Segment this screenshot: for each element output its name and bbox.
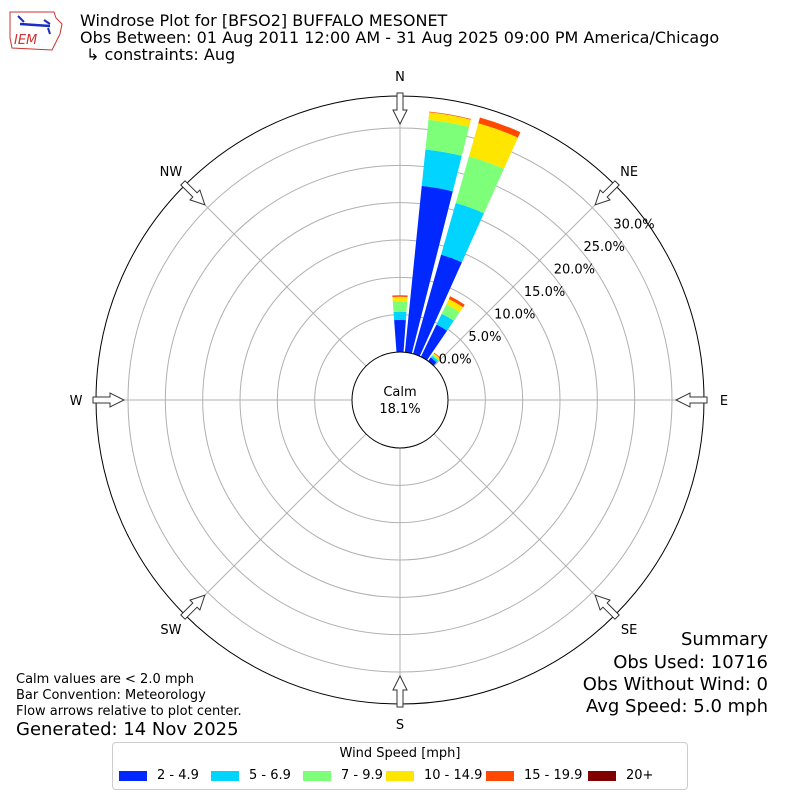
radial-tick-label: 30.0% [613,218,654,233]
legend-label: 15 - 19.9 [524,768,583,783]
flow-arrow-icon [180,594,206,620]
legend-item: 7 - 9.9 [303,768,383,783]
summary-title: Summary [681,629,768,650]
compass-label: NE [620,165,638,180]
grid-spoke [433,184,616,367]
legend: Wind Speed [mph] 2 - 4.9 5 - 6.9 7 - 9.9 10… [112,742,688,790]
labels: 0.0% 5.0% 10.0% 15.0% 20.0% 25.0% 30.0% N NE E SE S… [70,70,729,733]
summary-obs-without-wind: Obs Without Wind: 0 [582,674,768,695]
summary-avg-speed: Avg Speed: 5.0 mph [586,696,768,717]
bar-segment [478,117,521,138]
generated-date: Generated: 14 Nov 2025 [16,719,239,740]
radial-tick-label: 5.0% [468,330,501,345]
compass-label: W [70,394,83,409]
flow-arrow-icon [392,674,408,708]
compass-label: S [396,718,404,733]
compass-arrows [92,92,708,708]
compass-label: E [720,394,728,409]
bar-segment [436,313,454,331]
plot-constraints: ↳ constraints: Aug [86,45,236,64]
legend-label: 7 - 9.9 [341,768,383,783]
plot-title: Windrose Plot for [BFSO2] BUFFALO MESONE… [80,11,448,30]
radial-tick-label: 20.0% [554,263,595,278]
bar-segment [392,301,408,312]
bar-segment [392,295,408,298]
calm-value: 18.1% [379,402,420,417]
calm-label: Calm [383,385,416,400]
bar-segment [428,357,437,366]
legend-label: 20+ [626,768,654,783]
flow-arrow-icon [594,180,620,206]
bar-segment [441,304,460,321]
bar-segment [441,202,484,263]
bar-segment [393,311,407,321]
legend-swatch [386,770,414,781]
radial-tick-label: 0.0% [439,352,472,367]
compass-label: SE [621,623,637,638]
bar-segment [394,319,406,353]
plot-period: Obs Between: 01 Aug 2011 12:00 AM - 31 A… [80,28,720,47]
compass-label: SW [160,623,181,638]
legend-label: 5 - 6.9 [249,768,291,783]
bar-segment [392,296,408,302]
legend-item: 20+ [588,768,653,783]
bar-segment [468,123,518,169]
legend-item: 15 - 19.9 [486,768,582,783]
flow-arrows-note: Flow arrows relative to plot center. [16,704,242,719]
legend-item: 10 - 14.9 [386,768,482,783]
iem-logo: IEM [9,11,63,51]
legend-title: Wind Speed [mph] [339,746,461,761]
bar-segment [430,355,439,363]
bar-segment [446,298,464,313]
grid-spoke [184,433,367,616]
calm-circle [351,351,449,449]
radial-tick-label: 25.0% [584,240,625,255]
legend-swatch [303,770,331,781]
flow-arrow-icon [392,92,408,126]
legend-swatch [486,770,514,781]
bar-segment [455,156,504,214]
bar-segment [432,354,440,361]
bar-segment [404,185,453,354]
legend-swatch [588,770,616,781]
flow-arrow-icon [674,392,708,408]
legend-label: 10 - 14.9 [424,768,483,783]
bars [392,111,521,366]
bar-segment [433,352,441,359]
legend-item: 5 - 6.9 [211,768,291,783]
calm-note: Calm values are < 2.0 mph [16,672,195,687]
bar-segment [428,112,471,127]
compass-label: N [395,70,405,85]
radial-tick-label: 10.0% [494,308,535,323]
grid-spoke [433,433,616,616]
legend-label: 2 - 4.9 [157,768,199,783]
legend-item: 2 - 4.9 [119,768,199,783]
bar-segment [421,149,462,192]
flow-arrow-icon [180,180,206,206]
radial-tick-label: 15.0% [524,285,565,300]
bar-segment [425,119,470,156]
logo-text: IEM [14,33,37,48]
bar-segment [432,353,441,360]
summary-obs-used: Obs Used: 10716 [613,652,768,673]
legend-swatch [119,770,147,781]
bar-convention-note: Bar Convention: Meteorology [16,688,206,703]
bar-segment [448,296,465,308]
flow-arrow-icon [594,594,620,620]
legend-swatch [211,770,239,781]
flow-arrow-icon [92,392,126,408]
bar-segment [420,324,448,361]
compass-label: NW [160,165,183,180]
bar-segment [413,254,462,357]
grid-spoke [184,184,367,367]
bar-segment [429,111,472,120]
